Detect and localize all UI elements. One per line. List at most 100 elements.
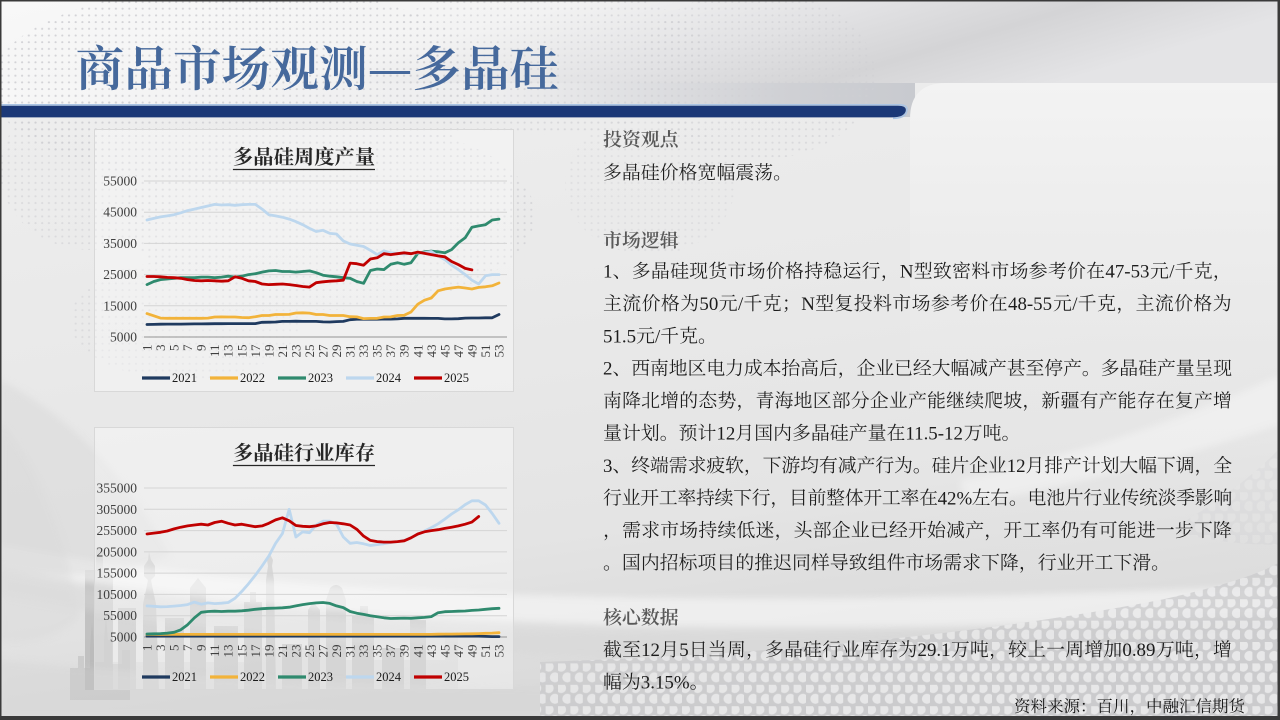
svg-text:15000: 15000 xyxy=(103,298,137,313)
svg-text:12: 12 xyxy=(1007,456,1026,477)
svg-text:49: 49 xyxy=(464,645,479,658)
svg-text:37: 37 xyxy=(383,644,398,658)
svg-text:31: 31 xyxy=(343,645,358,658)
svg-text:37: 37 xyxy=(383,344,398,358)
svg-text:49: 49 xyxy=(464,345,479,358)
svg-text:2023: 2023 xyxy=(308,670,333,684)
svg-text:29.1: 29.1 xyxy=(918,640,951,661)
svg-text:23: 23 xyxy=(288,345,303,358)
svg-text:2023: 2023 xyxy=(308,371,333,385)
svg-text:35: 35 xyxy=(370,345,385,358)
svg-text:/: / xyxy=(655,326,661,347)
svg-text:19: 19 xyxy=(261,345,276,358)
svg-text:1: 1 xyxy=(140,645,155,652)
svg-text:2025: 2025 xyxy=(444,670,469,684)
svg-text:23: 23 xyxy=(288,645,303,658)
svg-text:0.89: 0.89 xyxy=(1122,640,1155,661)
svg-text:41: 41 xyxy=(410,345,425,358)
svg-text:3: 3 xyxy=(153,345,168,352)
svg-text:48-55: 48-55 xyxy=(1008,294,1052,315)
svg-text:47-53: 47-53 xyxy=(1105,262,1149,283)
svg-text:43: 43 xyxy=(424,645,439,658)
svg-text:19: 19 xyxy=(261,645,276,658)
svg-text:21: 21 xyxy=(275,345,290,358)
svg-text:N: N xyxy=(900,262,914,283)
svg-text:47: 47 xyxy=(451,644,466,658)
svg-text:205000: 205000 xyxy=(97,544,138,559)
svg-text:5000: 5000 xyxy=(110,330,137,345)
svg-text:33: 33 xyxy=(356,345,371,358)
svg-text:155000: 155000 xyxy=(97,566,138,581)
svg-text:/: / xyxy=(738,294,744,315)
svg-text:255000: 255000 xyxy=(97,523,138,538)
svg-text:3: 3 xyxy=(603,456,612,477)
svg-text:25: 25 xyxy=(302,645,317,658)
svg-text:25000: 25000 xyxy=(103,267,137,282)
svg-text:51.5: 51.5 xyxy=(603,326,636,347)
svg-text:1: 1 xyxy=(603,262,612,283)
svg-text:31: 31 xyxy=(343,345,358,358)
svg-text:2024: 2024 xyxy=(376,670,402,684)
svg-text:9: 9 xyxy=(194,345,209,352)
svg-text:2025: 2025 xyxy=(444,371,469,385)
svg-text:17: 17 xyxy=(248,344,263,358)
svg-text:N: N xyxy=(801,294,815,315)
svg-text:35: 35 xyxy=(370,645,385,658)
svg-text:51: 51 xyxy=(478,645,493,658)
svg-text:50: 50 xyxy=(699,294,718,315)
svg-text:2: 2 xyxy=(603,359,612,380)
svg-text:5000: 5000 xyxy=(110,630,137,645)
svg-text:45000: 45000 xyxy=(103,205,137,220)
svg-text:305000: 305000 xyxy=(97,502,138,517)
svg-text:1: 1 xyxy=(140,345,155,352)
svg-text:47: 47 xyxy=(451,344,466,358)
svg-text:53: 53 xyxy=(492,345,507,358)
svg-text:29: 29 xyxy=(329,645,344,658)
svg-text:35000: 35000 xyxy=(103,236,137,251)
svg-text:29: 29 xyxy=(329,345,344,358)
svg-text:41: 41 xyxy=(410,645,425,658)
svg-text:43: 43 xyxy=(424,345,439,358)
svg-text:39: 39 xyxy=(397,645,412,658)
svg-text:17: 17 xyxy=(248,644,263,658)
svg-text:15: 15 xyxy=(234,345,249,358)
svg-text:7: 7 xyxy=(180,644,195,651)
svg-text:15: 15 xyxy=(234,645,249,658)
svg-text:5: 5 xyxy=(679,640,688,661)
svg-text:27: 27 xyxy=(316,344,331,358)
svg-text:53: 53 xyxy=(492,645,507,658)
svg-text:55000: 55000 xyxy=(103,608,137,623)
svg-text:105000: 105000 xyxy=(97,587,138,602)
svg-text:2022: 2022 xyxy=(240,670,265,684)
svg-text:3: 3 xyxy=(153,645,168,652)
svg-text:51: 51 xyxy=(478,345,493,358)
svg-text:42%: 42% xyxy=(938,488,973,509)
svg-text:3.15%: 3.15% xyxy=(641,672,690,693)
svg-text:45: 45 xyxy=(437,645,452,658)
svg-text:21: 21 xyxy=(275,645,290,658)
svg-text:39: 39 xyxy=(397,345,412,358)
svg-text:12: 12 xyxy=(641,640,660,661)
svg-text:11: 11 xyxy=(207,645,222,658)
svg-text:13: 13 xyxy=(221,345,236,358)
svg-text:27: 27 xyxy=(316,644,331,658)
svg-text:12: 12 xyxy=(716,424,735,445)
svg-text:2021: 2021 xyxy=(172,371,197,385)
svg-text:2021: 2021 xyxy=(172,670,197,684)
svg-text:9: 9 xyxy=(194,645,209,652)
svg-text:2022: 2022 xyxy=(240,371,265,385)
svg-text:/: / xyxy=(1169,262,1175,283)
svg-text:/: / xyxy=(1072,294,1078,315)
svg-text:45: 45 xyxy=(437,345,452,358)
svg-text:55000: 55000 xyxy=(103,174,137,189)
svg-text:2024: 2024 xyxy=(376,371,402,385)
svg-text:5: 5 xyxy=(167,645,182,652)
svg-text:11.5-12: 11.5-12 xyxy=(905,424,963,445)
svg-text:13: 13 xyxy=(221,645,236,658)
svg-text:7: 7 xyxy=(180,344,195,351)
svg-text:25: 25 xyxy=(302,345,317,358)
svg-text:11: 11 xyxy=(207,345,222,358)
svg-text:355000: 355000 xyxy=(97,481,138,496)
svg-text:5: 5 xyxy=(167,345,182,352)
svg-text:33: 33 xyxy=(356,645,371,658)
